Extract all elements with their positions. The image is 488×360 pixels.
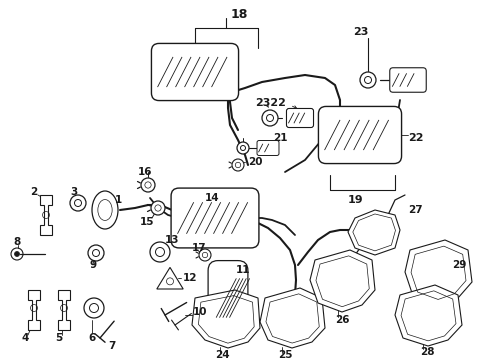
Text: 1: 1: [115, 195, 122, 205]
Text: 21: 21: [272, 133, 287, 143]
Circle shape: [266, 114, 273, 122]
Circle shape: [240, 145, 245, 150]
Circle shape: [88, 245, 104, 261]
Text: 9: 9: [89, 260, 96, 270]
Text: 23: 23: [352, 27, 367, 37]
Text: 29: 29: [451, 260, 466, 270]
Circle shape: [151, 201, 164, 215]
FancyBboxPatch shape: [318, 107, 401, 163]
Circle shape: [231, 159, 244, 171]
Polygon shape: [260, 288, 325, 348]
Text: 18: 18: [230, 8, 248, 21]
Circle shape: [84, 298, 104, 318]
Text: 15: 15: [140, 217, 154, 227]
Text: 2322: 2322: [254, 98, 285, 108]
Circle shape: [144, 182, 151, 188]
Circle shape: [202, 252, 207, 258]
Circle shape: [92, 249, 99, 256]
Circle shape: [15, 252, 20, 256]
Text: 22: 22: [407, 133, 423, 143]
Polygon shape: [347, 210, 399, 255]
Circle shape: [150, 242, 170, 262]
FancyBboxPatch shape: [257, 140, 279, 156]
Text: 14: 14: [204, 193, 219, 203]
Text: 13: 13: [164, 235, 179, 245]
Text: 24: 24: [215, 350, 229, 360]
FancyBboxPatch shape: [286, 108, 313, 127]
Polygon shape: [28, 290, 40, 330]
Circle shape: [262, 110, 278, 126]
Text: 4: 4: [22, 333, 29, 343]
Text: 12: 12: [183, 273, 197, 283]
Text: 26: 26: [334, 315, 349, 325]
Text: 28: 28: [419, 347, 434, 357]
Ellipse shape: [92, 191, 118, 229]
Text: 20: 20: [247, 157, 262, 167]
Polygon shape: [40, 195, 52, 235]
Polygon shape: [309, 250, 374, 312]
Polygon shape: [192, 290, 260, 348]
Text: 16: 16: [138, 167, 152, 177]
Circle shape: [166, 278, 173, 285]
Ellipse shape: [98, 199, 112, 220]
Text: 5: 5: [55, 333, 62, 343]
Polygon shape: [157, 267, 183, 289]
Polygon shape: [404, 240, 471, 305]
Text: 17: 17: [192, 243, 206, 253]
Circle shape: [199, 249, 210, 261]
Circle shape: [89, 303, 98, 312]
Circle shape: [155, 248, 164, 256]
Circle shape: [235, 162, 240, 168]
Circle shape: [70, 195, 86, 211]
Circle shape: [237, 142, 248, 154]
Polygon shape: [58, 290, 70, 330]
Circle shape: [74, 199, 81, 207]
Circle shape: [155, 205, 161, 211]
Text: 27: 27: [407, 205, 422, 215]
Polygon shape: [394, 285, 461, 346]
Text: 25: 25: [278, 350, 292, 360]
FancyBboxPatch shape: [171, 188, 258, 248]
Circle shape: [359, 72, 375, 88]
Circle shape: [141, 178, 155, 192]
FancyBboxPatch shape: [151, 44, 238, 100]
Circle shape: [364, 77, 371, 84]
Text: 8: 8: [13, 237, 20, 247]
Text: 10: 10: [193, 307, 207, 317]
FancyBboxPatch shape: [208, 261, 247, 336]
Text: 11: 11: [236, 265, 250, 275]
Text: 7: 7: [108, 341, 115, 351]
Text: 2: 2: [30, 187, 37, 197]
Text: 6: 6: [88, 333, 95, 343]
FancyBboxPatch shape: [389, 68, 426, 92]
Text: 19: 19: [347, 195, 363, 205]
Text: 3: 3: [70, 187, 77, 197]
